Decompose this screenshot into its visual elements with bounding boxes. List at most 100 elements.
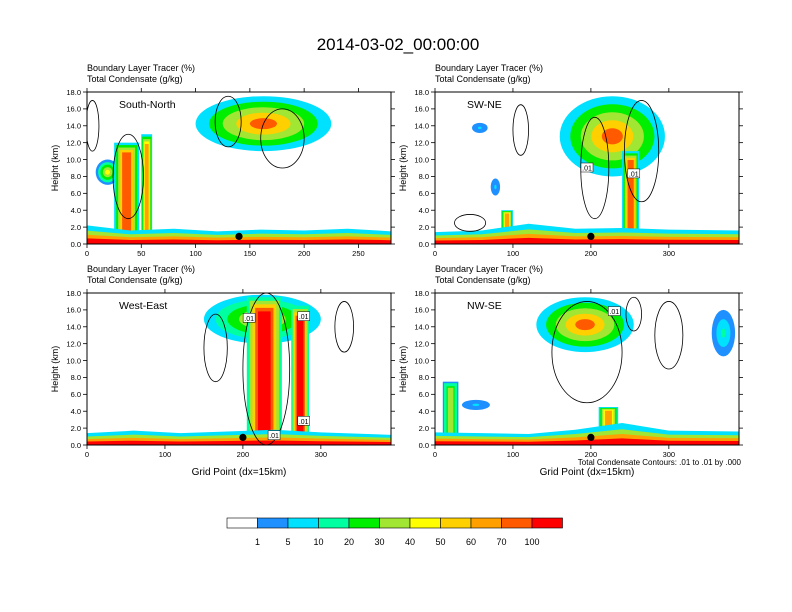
plume-layer: [122, 152, 132, 244]
panel-title-line2: Total Condensate (g/kg): [435, 74, 531, 84]
contour-label-box: [297, 311, 310, 321]
y-axis-label: Height (km): [50, 145, 60, 192]
y-tick-label: 0.0: [71, 240, 81, 249]
colorbar-swatch: [470, 517, 502, 529]
x-tick-label: 200: [298, 249, 311, 258]
condensate-contour: [625, 296, 642, 332]
y-tick-label: 12.0: [414, 339, 429, 348]
x-tick-label: 200: [585, 249, 598, 258]
y-axis-label: Height (km): [398, 346, 408, 393]
y-tick-label: 10.0: [66, 356, 81, 365]
contour-label-box: [627, 168, 641, 179]
x-tick-label: 0: [433, 249, 437, 258]
y-tick-label: 4.0: [71, 206, 81, 215]
x-tick-label: 100: [189, 249, 202, 258]
y-tick-label: 10.0: [414, 155, 429, 164]
anvil-0: [559, 96, 665, 177]
panel-title-line1: Boundary Layer Tracer (%): [435, 63, 543, 73]
location-marker: [587, 433, 595, 441]
x-tick-label: 300: [663, 249, 676, 258]
y-tick-label: 0.0: [419, 240, 429, 249]
panel-direction-label: South-North: [119, 99, 176, 111]
x-axis-label: Grid Point (dx=15km): [192, 467, 287, 478]
anvil-layer: [477, 126, 482, 130]
colorbar-label: 50: [435, 537, 445, 547]
location-marker: [235, 232, 243, 240]
panel-direction-label: NW-SE: [467, 300, 502, 312]
colorbar-swatch: [531, 517, 563, 529]
y-tick-label: 8.0: [419, 373, 429, 382]
panel-south-north: 0.0 2.0 4.0 6.0 8.0 10.0 12.0 14.0 16.0 18.0 0 50 10…: [50, 63, 395, 258]
colorbar-label: 60: [466, 537, 476, 547]
contour-label-box: [267, 430, 281, 440]
anvil-0: [536, 297, 634, 353]
plot-frame: [86, 292, 392, 446]
plot-content: .01 .01 .01 .01: [87, 293, 391, 445]
location-marker: [587, 232, 595, 240]
colorbar-label: 70: [496, 537, 506, 547]
contour-label-box: [242, 313, 256, 323]
plume-0: [442, 381, 459, 445]
anvil-layer: [472, 403, 480, 407]
condensate-contour: [624, 100, 660, 203]
anvil-layer: [105, 169, 111, 175]
contour-label: .01: [244, 316, 254, 323]
plot-content: .01: [435, 296, 739, 445]
panel-title-line1: Boundary Layer Tracer (%): [435, 264, 543, 274]
y-tick-label: 18.0: [66, 289, 81, 298]
colorbar-swatch: [348, 517, 380, 529]
plume-layer: [447, 387, 454, 445]
panel-sw-ne: .01 .01 0.0 2.0 4.0 6.0 8.0 10.0 12.0 14.0 16.0 18.…: [398, 63, 743, 258]
colorbar-swatch: [379, 517, 411, 529]
colorbar-label: 5: [285, 537, 290, 547]
plume-1: [141, 134, 153, 236]
plot-frame: [434, 292, 740, 446]
plot-content: [87, 95, 391, 244]
y-tick-label: 6.0: [71, 189, 81, 198]
panel-direction-label: SW-NE: [467, 99, 502, 111]
anvil-1: [470, 121, 490, 135]
colorbar-label: 20: [344, 537, 354, 547]
anvil-1: [711, 309, 736, 357]
y-tick-label: 16.0: [414, 306, 429, 315]
colorbar-swatch: [318, 517, 350, 529]
condensate-contour: [512, 104, 529, 156]
contour-footnote: Total Condensate Contours: .01 to .01 by…: [578, 458, 742, 467]
y-tick-label: 18.0: [414, 88, 429, 97]
y-tick-label: 8.0: [419, 172, 429, 181]
boundary-layer-band: [87, 440, 391, 445]
y-tick-label: 6.0: [419, 390, 429, 399]
y-tick-label: 16.0: [66, 105, 81, 114]
y-tick-label: 16.0: [414, 105, 429, 114]
anvil-layer: [494, 184, 497, 190]
boundary-layer-band: [87, 238, 391, 244]
condensate-contour: [654, 301, 684, 370]
plot-content: .01 .01: [435, 96, 739, 244]
y-tick-label: 10.0: [414, 356, 429, 365]
colorbar-swatch: [257, 517, 289, 529]
x-tick-label: 50: [137, 249, 145, 258]
x-axis-label: Grid Point (dx=15km): [540, 467, 635, 478]
contour-label: .01: [299, 419, 309, 426]
x-tick-label: 300: [663, 450, 676, 459]
condensate-contour: [454, 214, 487, 232]
boundary-layer-band: [435, 237, 739, 244]
x-tick-label: 0: [433, 450, 437, 459]
panel-nw-se: .01 0.0 2.0 4.0 6.0 8.0 10.0 12.0 14.0 16.0 18.0 0 1…: [398, 264, 743, 478]
y-tick-label: 8.0: [71, 172, 81, 181]
plume-1: [291, 305, 310, 445]
location-marker: [239, 433, 247, 441]
colorbar-swatch: [409, 517, 441, 529]
panel-title-line1: Boundary Layer Tracer (%): [87, 63, 195, 73]
colorbar: 1 5 10 20 30 40 50 60 70 100: [226, 517, 563, 547]
condensate-contour: [203, 313, 228, 383]
y-tick-label: 2.0: [71, 223, 81, 232]
contour-label-box: [297, 416, 310, 426]
y-tick-label: 8.0: [71, 373, 81, 382]
y-tick-label: 14.0: [414, 323, 429, 332]
x-tick-label: 0: [85, 249, 89, 258]
anvil-2: [489, 176, 502, 198]
condensate-contour: [214, 95, 242, 148]
plume-0: [114, 142, 140, 244]
